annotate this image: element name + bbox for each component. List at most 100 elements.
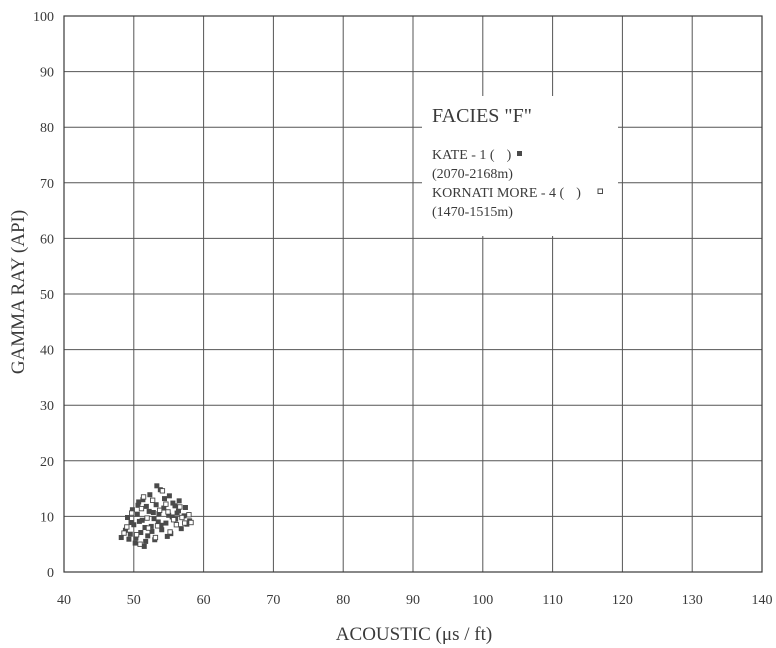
legend-entry-kornati: KORNATI MORE - 4 ()	[432, 186, 581, 201]
data-point-kate-1	[118, 535, 124, 541]
data-point-kate-1	[125, 515, 131, 521]
data-point-kate-1	[166, 493, 172, 499]
data-point-kate-1	[142, 525, 148, 531]
x-tick-label: 100	[472, 593, 493, 608]
legend-marker-open-square	[597, 188, 603, 194]
x-tick-label: 140	[752, 593, 773, 608]
x-tick-label: 110	[542, 593, 562, 608]
data-point-kate-1	[140, 497, 146, 503]
y-axis-title: GAMMA RAY (API)	[8, 210, 29, 374]
data-point-kate-1	[163, 520, 169, 526]
data-point-kornati-more-4	[138, 505, 145, 512]
legend-title: FACIES "F"	[432, 105, 532, 127]
data-point-kate-1	[139, 517, 145, 523]
data-point-kate-1	[141, 543, 147, 549]
x-tick-label: 70	[266, 593, 280, 608]
y-tick-label: 70	[40, 177, 54, 192]
data-point-kate-1	[154, 483, 160, 489]
data-point-kate-1	[178, 526, 184, 532]
data-point-kornati-more-4	[140, 494, 147, 500]
plot-frame	[63, 15, 763, 573]
data-point-kate-1	[159, 527, 165, 533]
data-point-kate-1	[176, 498, 182, 504]
data-point-kate-1	[161, 505, 167, 511]
data-point-kate-1	[166, 512, 172, 518]
data-point-kornati-more-4	[149, 497, 156, 503]
data-point-kornati-more-4	[173, 522, 180, 528]
data-point-kornati-more-4	[179, 514, 185, 521]
data-point-kate-1	[182, 505, 188, 511]
x-tick-label: 80	[336, 593, 350, 608]
data-point-kornati-more-4	[165, 509, 171, 515]
x-axis-ticks: 40 50 60 70 80 90 100 110 120 130 140	[57, 593, 773, 608]
legend-marker-filled-square	[517, 151, 522, 156]
legend-entry-kornati-label: KORNATI MORE - 4 (	[432, 186, 565, 201]
data-point-kornati-more-4	[186, 512, 192, 518]
data-point-kate-1	[129, 507, 135, 513]
legend-entry-kornati-close: )	[576, 186, 581, 201]
data-point-kate-1	[138, 530, 144, 536]
data-point-kate-1	[126, 536, 132, 542]
legend-background	[422, 96, 618, 236]
data-point-kate-1	[143, 538, 149, 544]
data-point-kate-1	[147, 492, 153, 498]
data-point-kornati-more-4	[163, 501, 169, 507]
data-point-kornati-more-4	[133, 532, 140, 538]
data-point-kate-1	[156, 511, 162, 517]
data-point-kate-1	[136, 518, 142, 524]
x-tick-label: 120	[612, 593, 633, 608]
y-tick-label: 10	[40, 510, 54, 525]
x-axis-title: ACOUSTIC (μs / ft)	[336, 624, 492, 645]
data-point-kate-1	[134, 511, 140, 517]
legend: FACIES "F" KATE - 1 () (2070-2168m) KORN…	[422, 96, 618, 236]
y-tick-label: 0	[47, 566, 54, 581]
data-point-kornati-more-4	[145, 525, 152, 531]
data-point-kate-1	[155, 519, 161, 525]
y-tick-label: 90	[40, 66, 54, 81]
data-point-kate-1	[122, 527, 128, 533]
grid-lines	[63, 15, 763, 573]
y-tick-label: 60	[40, 232, 54, 247]
legend-entry-kornati-depth: (1470-1515m)	[432, 205, 513, 220]
y-tick-label: 40	[40, 344, 54, 359]
data-point-kate-1	[169, 514, 175, 520]
data-point-kornati-more-4	[177, 504, 183, 510]
data-point-kate-1	[153, 502, 159, 508]
data-point-kornati-more-4	[129, 510, 135, 516]
data-points	[118, 483, 194, 549]
data-point-kate-1	[151, 516, 157, 522]
y-tick-label: 20	[40, 455, 54, 470]
data-point-kate-1	[135, 502, 141, 508]
legend-entry-kate-label: KATE - 1 (	[432, 148, 495, 163]
legend-entry-kate-close: )	[507, 148, 512, 163]
x-tick-label: 50	[127, 593, 141, 608]
data-point-kate-1	[133, 535, 139, 541]
data-point-kornati-more-4	[170, 517, 177, 523]
data-point-kate-1	[146, 508, 152, 514]
data-point-kornati-more-4	[137, 541, 143, 547]
data-point-kate-1	[150, 510, 156, 516]
y-tick-label: 100	[33, 10, 54, 25]
data-point-kate-1	[170, 500, 176, 506]
x-tick-label: 90	[406, 593, 420, 608]
data-point-kornati-more-4	[156, 507, 163, 513]
data-point-kornati-more-4	[121, 530, 127, 536]
x-tick-label: 130	[682, 593, 703, 608]
data-point-kornati-more-4	[188, 519, 194, 526]
data-point-kate-1	[164, 533, 170, 539]
legend-entry-kate-depth: (2070-2168m)	[432, 167, 513, 182]
data-point-kate-1	[172, 503, 178, 509]
data-point-kate-1	[136, 499, 142, 505]
legend-entry-kate: KATE - 1 ()	[432, 148, 512, 163]
data-point-kornati-more-4	[167, 529, 173, 535]
data-point-kate-1	[128, 520, 134, 526]
x-tick-label: 60	[197, 593, 211, 608]
data-point-kornati-more-4	[124, 524, 130, 530]
y-tick-label: 80	[40, 121, 54, 136]
data-point-kate-1	[149, 528, 155, 534]
data-point-kate-1	[143, 503, 149, 509]
y-tick-label: 30	[40, 399, 54, 414]
data-point-kate-1	[174, 510, 180, 516]
data-point-kornati-more-4	[154, 523, 161, 529]
